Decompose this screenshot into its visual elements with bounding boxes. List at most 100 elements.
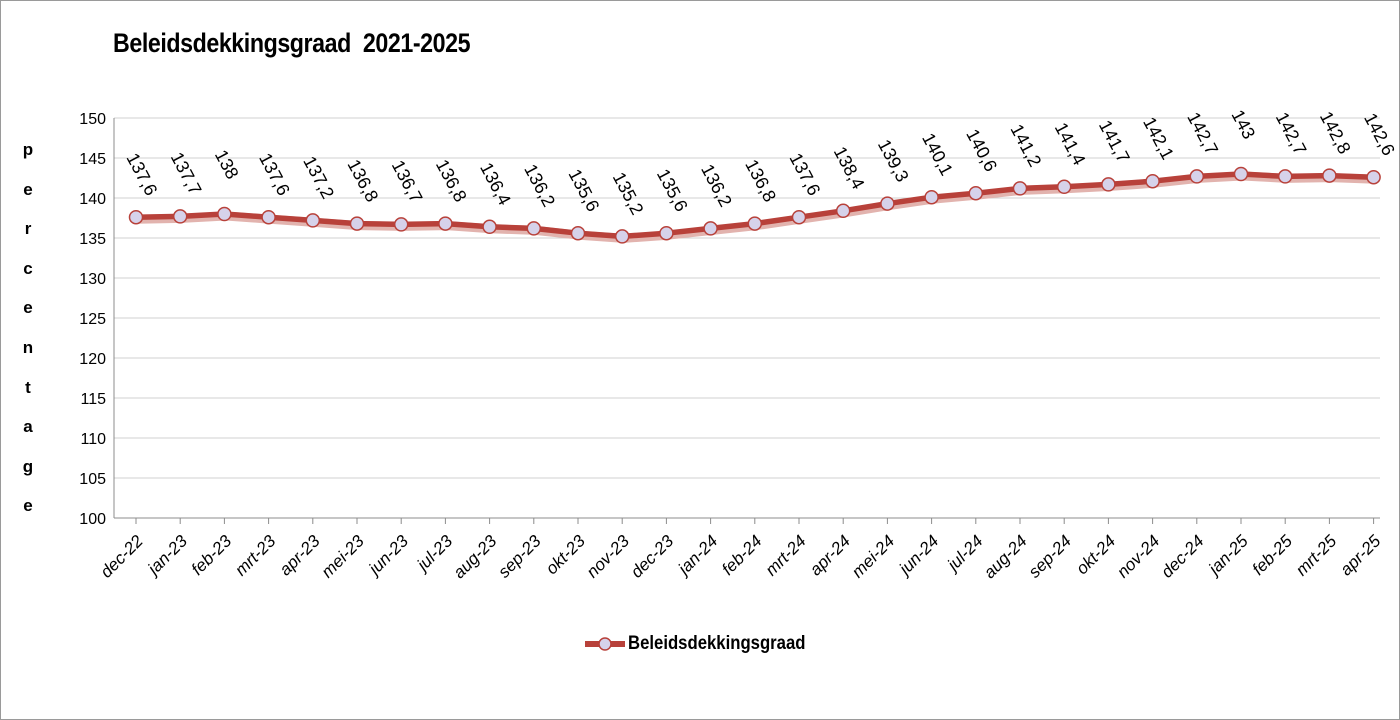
data-label: 135,6 xyxy=(564,166,603,215)
data-label: 142,7 xyxy=(1183,109,1222,158)
data-label: 137,6 xyxy=(255,150,294,199)
data-label: 138 xyxy=(211,146,243,182)
x-tick-label: okt-24 xyxy=(1072,531,1119,578)
y-tick-label: 140 xyxy=(79,191,106,208)
y-axis-label-letter: c xyxy=(23,258,33,278)
x-tick-label: mei-24 xyxy=(848,531,898,581)
x-tick-label: dec-22 xyxy=(97,531,148,582)
y-tick-label: 105 xyxy=(79,471,106,488)
data-point xyxy=(747,216,763,231)
y-axis-label-letter: g xyxy=(22,456,34,476)
x-tick-label: jan-25 xyxy=(1204,531,1253,580)
x-tick-label: apr-25 xyxy=(1336,531,1384,579)
y-tick-label: 145 xyxy=(79,151,106,168)
x-tick-label: jan-24 xyxy=(673,531,721,579)
x-tick-label: okt-23 xyxy=(542,531,589,578)
x-tick-label: sep-23 xyxy=(494,531,545,582)
data-point xyxy=(526,221,542,236)
data-label: 141,4 xyxy=(1051,119,1090,168)
data-label: 135,6 xyxy=(653,166,692,215)
data-point xyxy=(349,216,365,231)
x-tick-label: feb-23 xyxy=(188,531,236,579)
data-point xyxy=(393,217,409,232)
x-tick-label: dec-23 xyxy=(627,531,678,582)
x-tick-label: nov-23 xyxy=(583,531,634,582)
data-label: 141,2 xyxy=(1006,121,1045,170)
data-label: 136,2 xyxy=(697,161,736,210)
chart-title: Beleidsdekkingsgraad 2021-2025 xyxy=(113,28,471,58)
data-label: 140,1 xyxy=(918,130,957,179)
data-point xyxy=(1322,168,1337,183)
x-tick-label: sep-24 xyxy=(1025,531,1075,581)
data-point xyxy=(438,216,453,231)
y-tick-label: 150 xyxy=(79,111,106,128)
data-point xyxy=(305,213,321,228)
data-point xyxy=(835,203,851,219)
data-label: 143 xyxy=(1227,106,1259,142)
data-label: 142,8 xyxy=(1316,108,1355,157)
data-point xyxy=(659,225,674,241)
legend-swatch xyxy=(585,637,625,651)
x-tick-label: feb-24 xyxy=(718,531,766,579)
data-point xyxy=(217,206,232,222)
data-label: 140,6 xyxy=(962,126,1001,175)
y-tick-label: 115 xyxy=(80,391,106,408)
x-tick-label: mrt-23 xyxy=(231,531,280,580)
data-label: 137,7 xyxy=(167,149,206,198)
y-tick-label: 110 xyxy=(80,431,106,448)
data-point xyxy=(570,225,586,241)
data-label: 142,1 xyxy=(1139,114,1178,163)
legend: Beleidsdekkingsgraad xyxy=(585,630,830,658)
x-tick-label: mrt-25 xyxy=(1292,531,1341,580)
data-point xyxy=(968,185,984,201)
y-axis-label-letter: e xyxy=(23,298,33,318)
y-tick-label: 130 xyxy=(79,271,106,288)
data-label: 142,6 xyxy=(1360,110,1399,159)
data-label: 136,4 xyxy=(476,159,515,208)
x-tick-label: apr-23 xyxy=(276,531,324,579)
x-tick-label: jun-24 xyxy=(894,531,942,579)
data-label: 139,3 xyxy=(874,136,913,185)
data-label: 136,2 xyxy=(520,161,559,210)
y-axis-label-letter: e xyxy=(23,496,33,516)
y-tick-label: 125 xyxy=(79,311,106,328)
data-label: 137,6 xyxy=(785,150,824,199)
y-tick-label: 100 xyxy=(79,511,106,528)
data-point xyxy=(614,229,630,244)
data-point xyxy=(1012,181,1028,196)
x-tick-label: mrt-24 xyxy=(762,531,810,579)
x-tick-label: jan-23 xyxy=(143,531,192,580)
data-label: 137,6 xyxy=(122,150,161,199)
x-tick-label: mei-23 xyxy=(318,531,369,582)
data-point xyxy=(1233,166,1249,182)
data-point xyxy=(1056,179,1072,195)
data-point xyxy=(703,221,718,236)
data-point xyxy=(924,189,939,205)
data-label: 138,4 xyxy=(830,143,869,192)
y-axis-label-letter: n xyxy=(22,337,34,357)
data-point xyxy=(1277,169,1293,184)
data-label: 135,2 xyxy=(609,169,648,218)
y-axis-label-letter: e xyxy=(23,179,33,199)
data-label: 142,7 xyxy=(1272,109,1311,158)
y-tick-label: 120 xyxy=(79,351,106,368)
y-axis-label-letter: a xyxy=(23,417,33,437)
y-axis-label-letter: t xyxy=(25,377,31,397)
x-tick-label: aug-24 xyxy=(980,531,1031,582)
data-label: 137,2 xyxy=(299,153,338,202)
y-axis-label-letter: r xyxy=(24,219,32,239)
data-point xyxy=(128,209,144,225)
data-point xyxy=(172,209,188,224)
x-tick-label: jun-23 xyxy=(364,531,413,580)
y-axis-label-letter: p xyxy=(22,140,34,159)
data-point xyxy=(791,209,807,225)
data-label: 136,7 xyxy=(388,157,427,206)
data-point xyxy=(482,219,497,235)
x-tick-label: aug-23 xyxy=(450,531,501,582)
data-point xyxy=(1366,169,1381,185)
data-label: 141,7 xyxy=(1095,117,1134,166)
data-point xyxy=(1145,173,1160,189)
